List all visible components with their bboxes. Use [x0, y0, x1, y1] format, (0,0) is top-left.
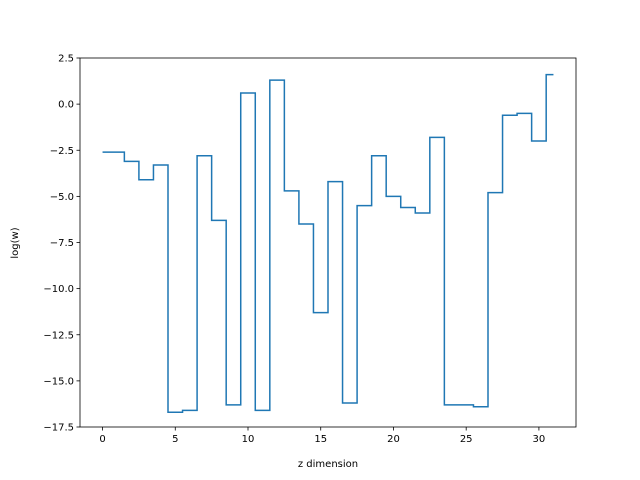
axes: 0 5 10 15 20 25 30 2.5 0.0 −2.5 −5.0 −7.5 −10.0 −12.5… — [43, 54, 577, 445]
y-tick-label: −7.5 — [50, 238, 74, 249]
x-tick-label: 25 — [460, 434, 473, 445]
y-tick-label: 0.0 — [58, 100, 74, 111]
y-tick-label: −17.5 — [43, 423, 74, 434]
y-tick-label: 2.5 — [58, 54, 74, 65]
plot-area — [102, 73, 554, 413]
y-tick-label: −12.5 — [43, 330, 74, 341]
y-tick-label: −2.5 — [50, 146, 74, 157]
y-tick-label: −10.0 — [43, 284, 74, 295]
x-tick-label: 0 — [99, 434, 105, 445]
series-line-0 — [102, 73, 554, 413]
x-tick-label: 15 — [314, 434, 327, 445]
x-tick-label: 20 — [387, 434, 400, 445]
y-tick-label: −5.0 — [50, 192, 74, 203]
x-tick-label: 10 — [242, 434, 255, 445]
x-tick-label: 5 — [172, 434, 178, 445]
y-tick-label: −15.0 — [43, 376, 74, 387]
y-axis-label: log(w) — [10, 227, 21, 258]
x-tick-label: 30 — [533, 434, 546, 445]
x-axis-label: z dimension — [298, 459, 358, 470]
